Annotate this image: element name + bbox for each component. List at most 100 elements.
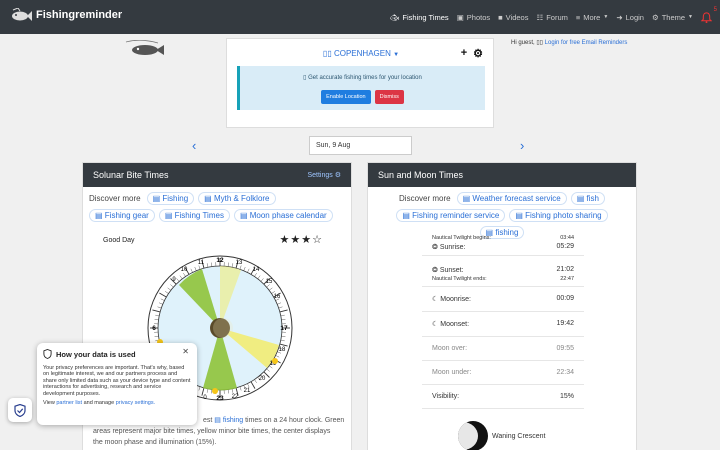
clock-tick bbox=[179, 275, 183, 279]
nav-label: Forum bbox=[546, 12, 568, 22]
tag-label: Fishing gear bbox=[104, 211, 149, 220]
clock-label: 23 bbox=[216, 395, 224, 402]
privacy-body: Your privacy preferences are important. … bbox=[43, 365, 191, 406]
site-logo[interactable] bbox=[118, 39, 176, 66]
gear-icon: ⚙ bbox=[334, 172, 341, 179]
clock-tick bbox=[183, 273, 186, 277]
clock-tick bbox=[257, 377, 261, 381]
clock-tick bbox=[269, 287, 273, 291]
clock-tick bbox=[235, 260, 239, 269]
next-day-icon[interactable]: › bbox=[520, 138, 525, 153]
sunset-icon: ❂ bbox=[432, 267, 438, 274]
clock-label: 10 bbox=[181, 267, 188, 273]
tag-link[interactable]: ▤ fish bbox=[570, 192, 605, 205]
enable-location-button[interactable]: Enable Location bbox=[321, 90, 371, 104]
partner-list-link[interactable]: partner list bbox=[56, 400, 83, 407]
row-value: 22:34 bbox=[556, 369, 574, 376]
tag-link[interactable]: ▤ Weather forecast service bbox=[456, 192, 567, 205]
settings-label: Settings bbox=[307, 172, 333, 179]
shield-icon bbox=[43, 349, 52, 359]
gear-icon[interactable]: ⚙ bbox=[473, 48, 483, 60]
privacy-settings-button[interactable] bbox=[8, 398, 32, 422]
row-label: Nautical Twilight begins: bbox=[432, 235, 491, 241]
tag-label: Weather forecast service bbox=[472, 194, 561, 203]
clock-tick bbox=[280, 314, 285, 317]
login-icon: ➜ bbox=[616, 12, 623, 22]
tag-link[interactable]: ▤ Fishing reminder service bbox=[396, 209, 506, 222]
settings-button[interactable]: Settings ⚙ bbox=[307, 171, 341, 179]
date-input[interactable]: Sun, 9 Aug bbox=[309, 136, 412, 155]
clock-tick bbox=[280, 339, 285, 342]
location-panel: ▯▯ COPENHAGEN ▼ + ⚙ ▯ Get accurate fishi… bbox=[226, 38, 494, 128]
privacy-popup: How your data is used ✕ Your privacy pre… bbox=[37, 343, 197, 425]
book-icon: ▤ bbox=[214, 417, 221, 424]
notifications-button[interactable]: 5 bbox=[701, 7, 717, 23]
login-reminders-link[interactable]: Login for free Email Reminders bbox=[544, 40, 628, 46]
dismiss-button[interactable]: Dismiss bbox=[374, 90, 404, 104]
clock-tick bbox=[201, 387, 205, 396]
tag-link[interactable]: ▤ Myth & Folklore bbox=[198, 192, 276, 205]
tag-link[interactable]: ▤ Fishing photo sharing bbox=[509, 209, 608, 222]
brand[interactable]: Fishingreminder bbox=[10, 8, 122, 22]
clock-tick bbox=[198, 386, 201, 391]
tag-link[interactable]: ▤ Fishing gear bbox=[89, 209, 155, 222]
moon-phase-icon bbox=[458, 421, 488, 450]
tag-label: Fishing Times bbox=[174, 211, 224, 220]
clock-tick bbox=[279, 343, 288, 347]
nav-forum[interactable]: ☷ Forum bbox=[536, 13, 567, 22]
nav-label: More bbox=[583, 12, 601, 22]
clock-tick bbox=[239, 386, 242, 391]
minor-bite-sector bbox=[220, 266, 241, 328]
row-label: Sunset: bbox=[439, 267, 464, 274]
nav-theme[interactable]: ⚙ Theme ▼ bbox=[652, 13, 693, 22]
privacy-settings-link[interactable]: privacy settings. bbox=[115, 400, 156, 407]
clock-label: 12 bbox=[216, 257, 224, 264]
row-value: 22:47 bbox=[560, 276, 574, 282]
tag-label: fish bbox=[586, 194, 599, 203]
tag-link[interactable]: ▤ Moon phase calendar bbox=[233, 209, 333, 222]
sunrise-row: Nautical Twilight begins: 03:44 ❂ Sunrise… bbox=[422, 233, 584, 256]
location-name: COPENHAGEN bbox=[333, 49, 391, 58]
clock-tick bbox=[254, 273, 257, 277]
solunar-header: Solunar Bite Times Settings ⚙ bbox=[83, 163, 351, 187]
discover-label: Discover more bbox=[89, 194, 141, 203]
clock-tick bbox=[277, 302, 282, 305]
clock-tick bbox=[159, 292, 167, 298]
clock-label: 22 bbox=[232, 394, 239, 400]
location-selector[interactable]: ▯▯ COPENHAGEN ▼ bbox=[227, 49, 495, 58]
add-location-button[interactable]: + bbox=[460, 47, 468, 59]
fish-logo-icon bbox=[12, 8, 32, 21]
location-alert: ▯ Get accurate fishing times for your lo… bbox=[237, 66, 485, 110]
clock-tick bbox=[235, 387, 239, 396]
caret-down-icon: ▼ bbox=[393, 52, 400, 58]
nav-login[interactable]: ➜ Login bbox=[616, 13, 644, 22]
clock-tick bbox=[152, 309, 161, 313]
nav-label: Videos bbox=[505, 12, 529, 22]
fishing-link[interactable]: fishing bbox=[222, 417, 244, 424]
tag-link[interactable]: ▤ fishing bbox=[479, 226, 525, 239]
desc-text: areas represent major bite times, yellow… bbox=[93, 428, 331, 435]
clock-tick bbox=[160, 298, 165, 301]
major-bite-sector bbox=[179, 269, 220, 328]
moon-icon: ☾ bbox=[432, 296, 439, 303]
desc-text: the moon phase and illumination (15%). bbox=[93, 439, 217, 446]
privacy-text: and manage bbox=[83, 400, 115, 407]
close-icon[interactable]: ✕ bbox=[182, 347, 189, 356]
clock-tick bbox=[176, 278, 180, 282]
nav-more[interactable]: ≡ More ▼ bbox=[576, 13, 608, 22]
nav-label: Fishing Times bbox=[402, 12, 449, 22]
moon-phase-label: Waning Crescent bbox=[492, 432, 546, 440]
clock-tick bbox=[243, 385, 246, 390]
tag-link[interactable]: ▤ Fishing Times bbox=[158, 209, 230, 222]
privacy-title-text: How your data is used bbox=[56, 349, 136, 359]
clock-label: 0 bbox=[203, 395, 207, 401]
clock-tick bbox=[271, 362, 275, 365]
nav-photos[interactable]: ▣ Photos bbox=[457, 13, 490, 22]
discover-label: Discover more bbox=[399, 194, 451, 203]
day-rating: Good Day bbox=[103, 237, 135, 244]
tag-link[interactable]: ▤ Fishing bbox=[146, 192, 195, 205]
image-icon: ▣ bbox=[456, 12, 464, 22]
nav-videos[interactable]: ■ Videos bbox=[498, 13, 528, 22]
prev-day-icon[interactable]: ‹ bbox=[192, 138, 197, 153]
nav-fishing-times[interactable]: 🐟︎ Fishing Times bbox=[390, 13, 449, 22]
